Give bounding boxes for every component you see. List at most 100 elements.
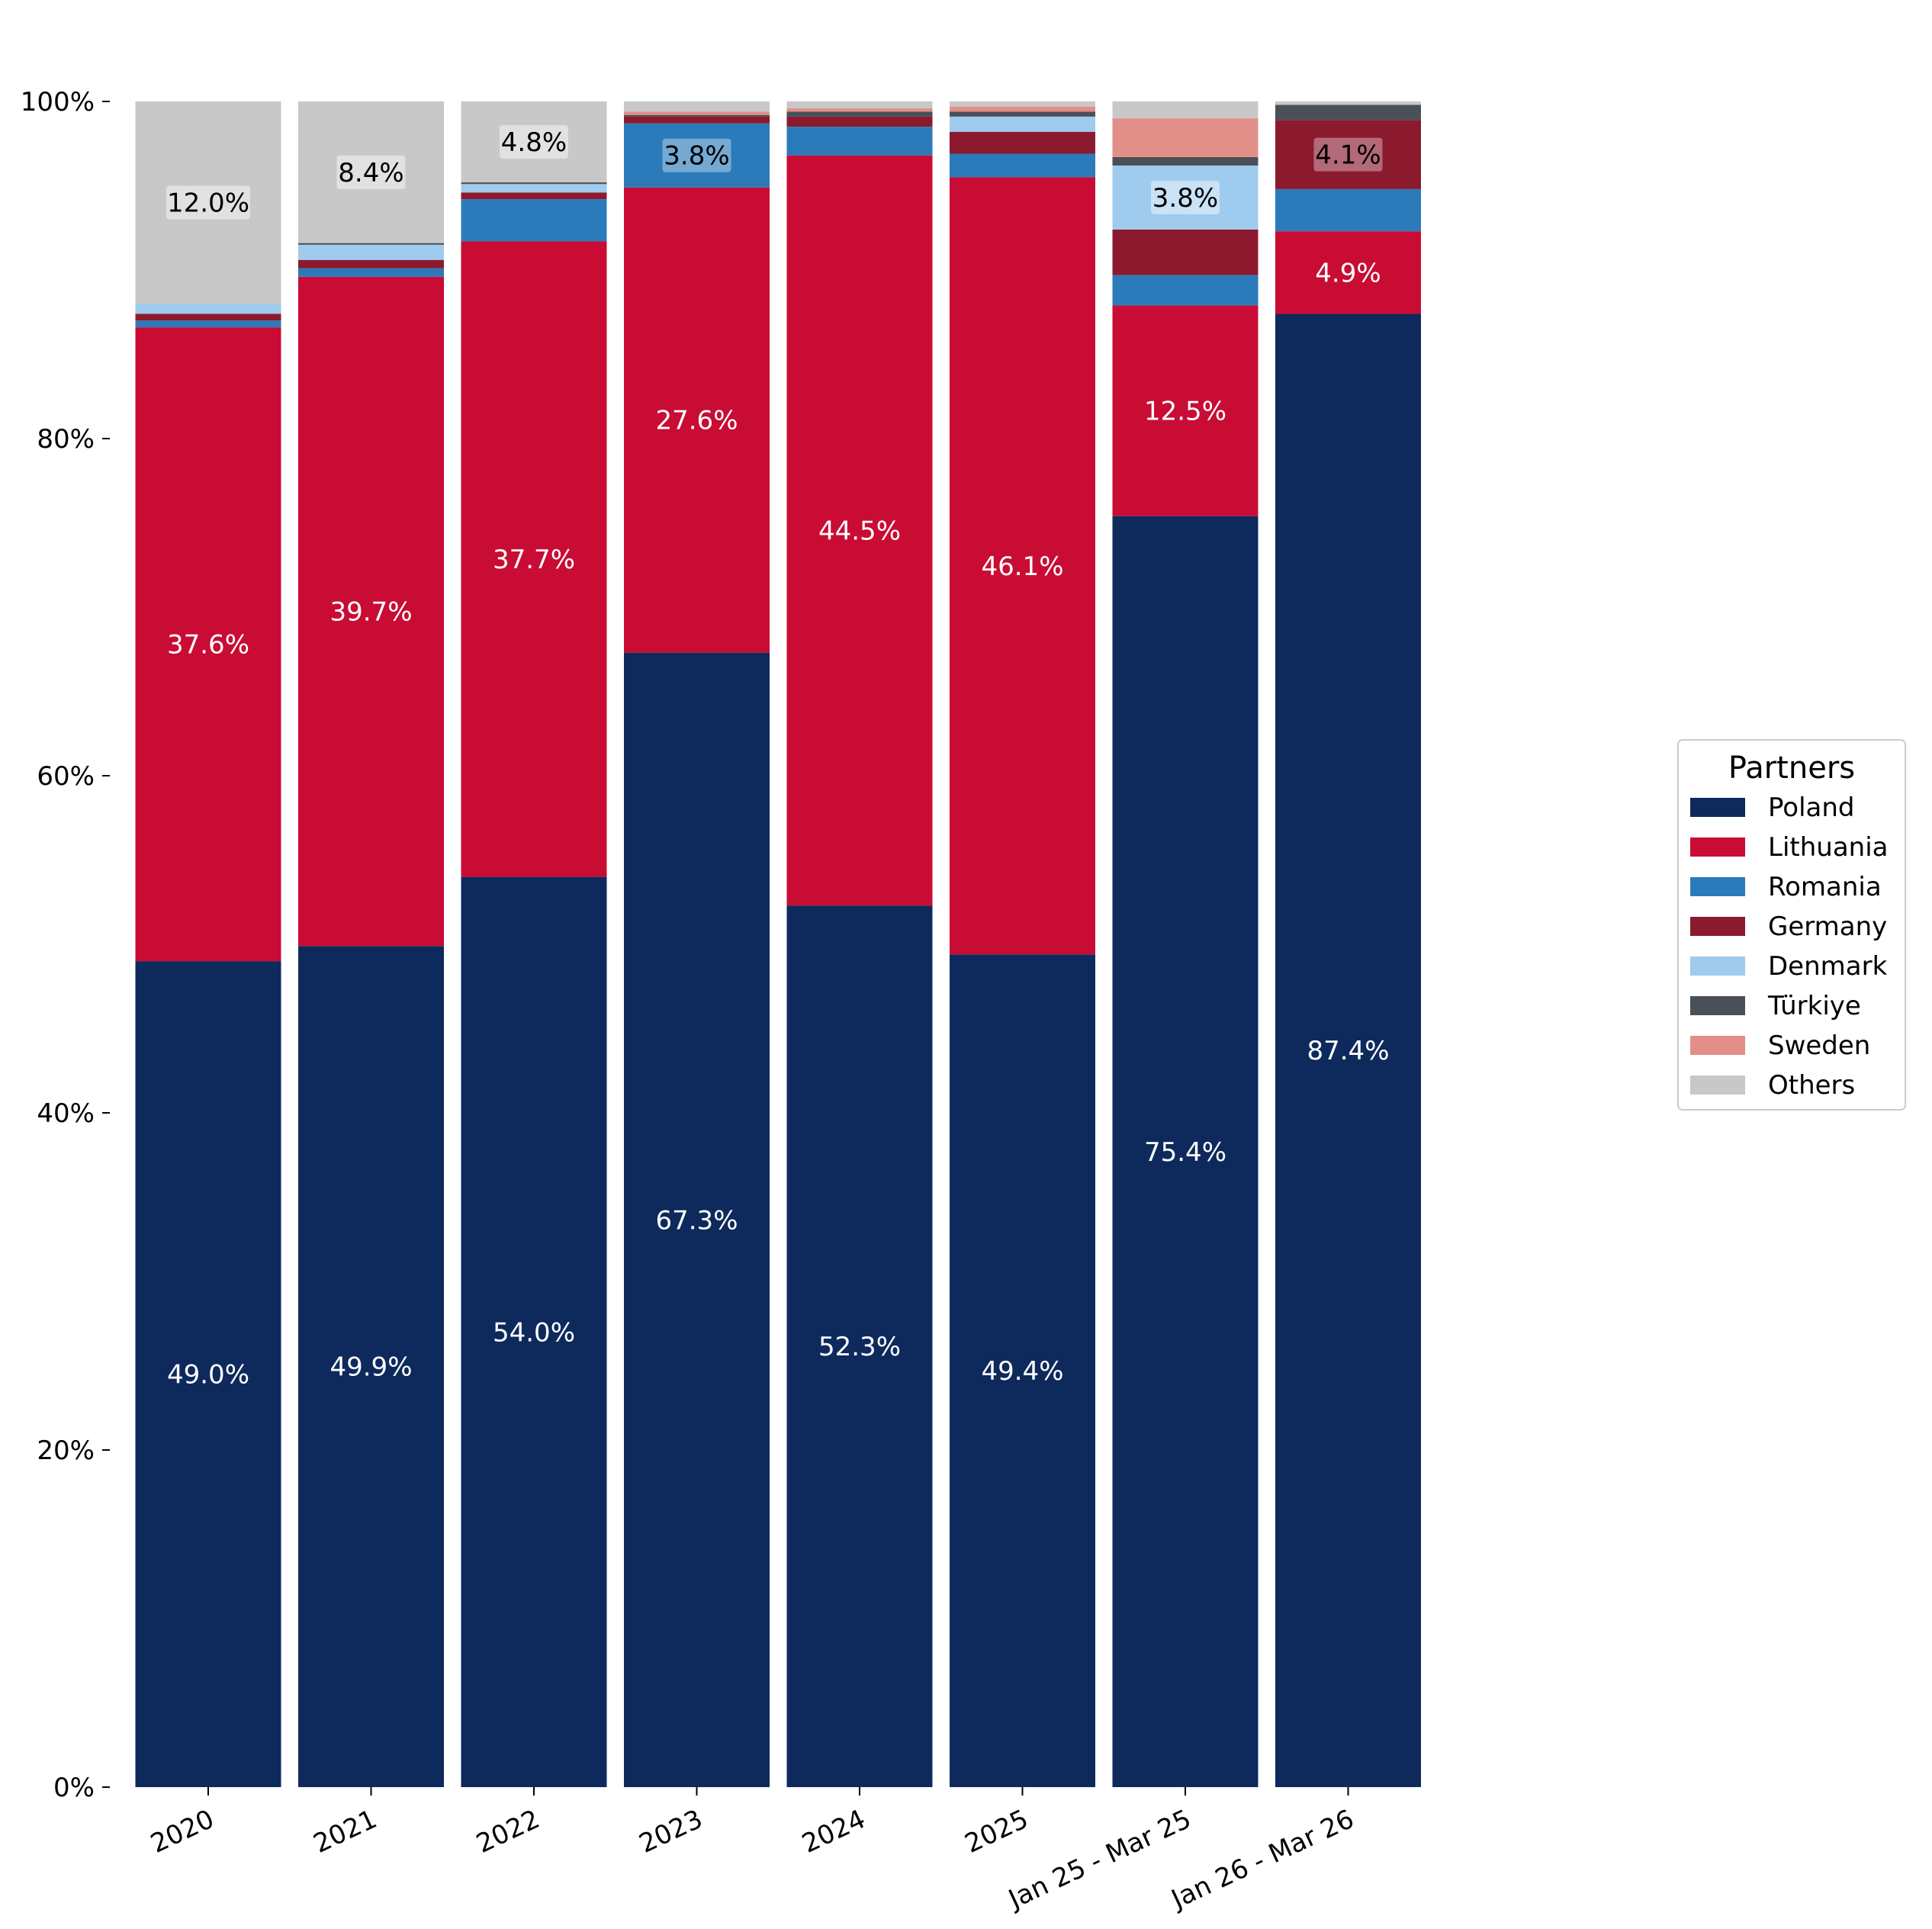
legend-swatch bbox=[1690, 838, 1745, 857]
legend-label: Poland bbox=[1768, 792, 1855, 823]
data-label-poland-2020: 49.0% bbox=[167, 1360, 249, 1390]
bar-t-rkiye-jan-26-mar-26 bbox=[1275, 104, 1421, 121]
legend-label: Sweden bbox=[1768, 1030, 1870, 1061]
x-tick-label: Jan 26 - Mar 26 bbox=[1165, 1804, 1358, 1915]
bar-germany-2023 bbox=[624, 116, 770, 124]
legend-frame bbox=[1677, 739, 1906, 1111]
y-tick-label: 100% bbox=[21, 87, 95, 117]
svg-text:49.0%: 49.0% bbox=[167, 1360, 249, 1390]
bar-sweden-2024 bbox=[786, 108, 933, 112]
bar-poland-2022 bbox=[461, 876, 607, 1787]
legend-label: Türkiye bbox=[1767, 991, 1861, 1021]
svg-text:54.0%: 54.0% bbox=[493, 1317, 575, 1348]
bars-group: 49.0% 37.6% 12.0% 49.9% 39.7% 8.4% 54.0% 37.7% 4… bbox=[135, 101, 1421, 1788]
bar-germany-2021 bbox=[298, 259, 444, 268]
svg-text:75.4%: 75.4% bbox=[1144, 1137, 1226, 1168]
data-label-lithuania-2023: 27.6% bbox=[655, 406, 738, 436]
x-tick-label: 2025 bbox=[960, 1804, 1033, 1860]
data-label-denmark-jan-25-mar-25: 3.8% bbox=[1151, 180, 1220, 214]
bar-poland-2021 bbox=[298, 946, 444, 1787]
data-label-germany-jan-26-mar-26: 4.1% bbox=[1313, 137, 1383, 172]
x-tick-label: 2020 bbox=[146, 1804, 218, 1860]
bar-denmark-jan-25-mar-25 bbox=[1112, 165, 1259, 230]
bar-denmark-2021 bbox=[298, 244, 444, 260]
bar-romania-2022 bbox=[461, 199, 607, 242]
data-label-poland-2021: 49.9% bbox=[330, 1352, 412, 1383]
bar-romania-2021 bbox=[298, 268, 444, 277]
bar-romania-jan-25-mar-25 bbox=[1112, 275, 1259, 306]
bar-lithuania-jan-26-mar-26 bbox=[1275, 231, 1421, 314]
y-tick-label: 80% bbox=[37, 424, 95, 455]
data-label-lithuania-2020: 37.6% bbox=[167, 630, 249, 661]
data-label-lithuania-2024: 44.5% bbox=[818, 516, 901, 546]
legend-swatch bbox=[1690, 1075, 1745, 1095]
svg-text:27.6%: 27.6% bbox=[655, 406, 738, 436]
data-label-poland-2024: 52.3% bbox=[818, 1332, 901, 1362]
bar-germany-2020 bbox=[135, 313, 281, 321]
bar-others-2022 bbox=[461, 101, 607, 183]
legend-swatch bbox=[1690, 798, 1745, 817]
svg-text:49.4%: 49.4% bbox=[981, 1356, 1063, 1387]
bar-poland-2020 bbox=[135, 961, 281, 1787]
bar-others-2024 bbox=[786, 101, 933, 108]
data-label-lithuania-2021: 39.7% bbox=[330, 597, 412, 628]
legend: Partners Poland Lithuania Romania Germany Den… bbox=[1677, 739, 1906, 1111]
y-tick-label: 60% bbox=[37, 761, 95, 792]
svg-text:44.5%: 44.5% bbox=[818, 516, 901, 546]
bar-germany-jan-25-mar-25 bbox=[1112, 229, 1259, 275]
bar-germany-2022 bbox=[461, 192, 607, 200]
svg-text:52.3%: 52.3% bbox=[818, 1332, 901, 1362]
legend-item-germany: Germany bbox=[1690, 911, 1887, 942]
bar-others-2021 bbox=[298, 101, 444, 243]
bar-denmark-2022 bbox=[461, 184, 607, 193]
y-tick-label: 40% bbox=[37, 1098, 95, 1129]
bar-sweden-2023 bbox=[624, 111, 770, 115]
bar-poland-2023 bbox=[624, 652, 770, 1788]
legend-title: Partners bbox=[1728, 751, 1855, 786]
legend-label: Denmark bbox=[1768, 951, 1888, 982]
data-label-lithuania-jan-25-mar-25: 12.5% bbox=[1144, 397, 1226, 427]
data-label-others-2021: 8.4% bbox=[336, 155, 406, 189]
bar-germany-jan-26-mar-26 bbox=[1275, 120, 1421, 189]
bar-others-2023 bbox=[624, 101, 770, 112]
bar-romania-2023 bbox=[624, 123, 770, 188]
bar-lithuania-2021 bbox=[298, 276, 444, 947]
bar-t-rkiye-2023 bbox=[624, 114, 770, 117]
x-tick-label: 2023 bbox=[635, 1804, 707, 1860]
svg-text:3.8%: 3.8% bbox=[1152, 183, 1218, 214]
legend-item-romania: Romania bbox=[1690, 872, 1882, 902]
data-label-lithuania-2025: 46.1% bbox=[981, 551, 1063, 582]
bar-poland-jan-26-mar-26 bbox=[1275, 313, 1421, 1788]
data-label-others-2020: 12.0% bbox=[166, 185, 250, 220]
data-label-poland-2022: 54.0% bbox=[493, 1317, 575, 1348]
svg-text:4.9%: 4.9% bbox=[1315, 258, 1381, 288]
bar-lithuania-2023 bbox=[624, 187, 770, 653]
data-label-poland-2023: 67.3% bbox=[655, 1205, 738, 1236]
bar-denmark-2020 bbox=[135, 304, 281, 314]
bar-romania-2020 bbox=[135, 320, 281, 328]
svg-text:67.3%: 67.3% bbox=[655, 1205, 738, 1236]
bar-poland-jan-25-mar-25 bbox=[1112, 516, 1259, 1788]
svg-text:37.7%: 37.7% bbox=[493, 545, 575, 575]
data-label-poland-2025: 49.4% bbox=[981, 1356, 1063, 1387]
bar-germany-2025 bbox=[950, 131, 1095, 154]
bar-lithuania-2024 bbox=[786, 155, 933, 906]
bar-sweden-jan-25-mar-25 bbox=[1112, 118, 1259, 157]
bar-t-rkiye-2022 bbox=[461, 182, 607, 185]
bar-t-rkiye-2021 bbox=[298, 243, 444, 245]
legend-swatch bbox=[1690, 877, 1745, 896]
legend-item-others: Others bbox=[1690, 1070, 1855, 1101]
bar-denmark-2025 bbox=[950, 116, 1095, 132]
legend-item-sweden: Sweden bbox=[1690, 1030, 1870, 1061]
bar-lithuania-jan-25-mar-25 bbox=[1112, 305, 1259, 516]
bar-romania-2025 bbox=[950, 153, 1095, 178]
bar-others-jan-25-mar-25 bbox=[1112, 101, 1259, 119]
bar-poland-2025 bbox=[950, 954, 1095, 1787]
legend-label: Romania bbox=[1768, 872, 1882, 902]
svg-text:12.0%: 12.0% bbox=[167, 188, 249, 219]
legend-label: Others bbox=[1768, 1070, 1855, 1101]
bar-others-2020 bbox=[135, 101, 281, 304]
svg-text:12.5%: 12.5% bbox=[1144, 397, 1226, 427]
legend-item-denmark: Denmark bbox=[1690, 951, 1888, 982]
